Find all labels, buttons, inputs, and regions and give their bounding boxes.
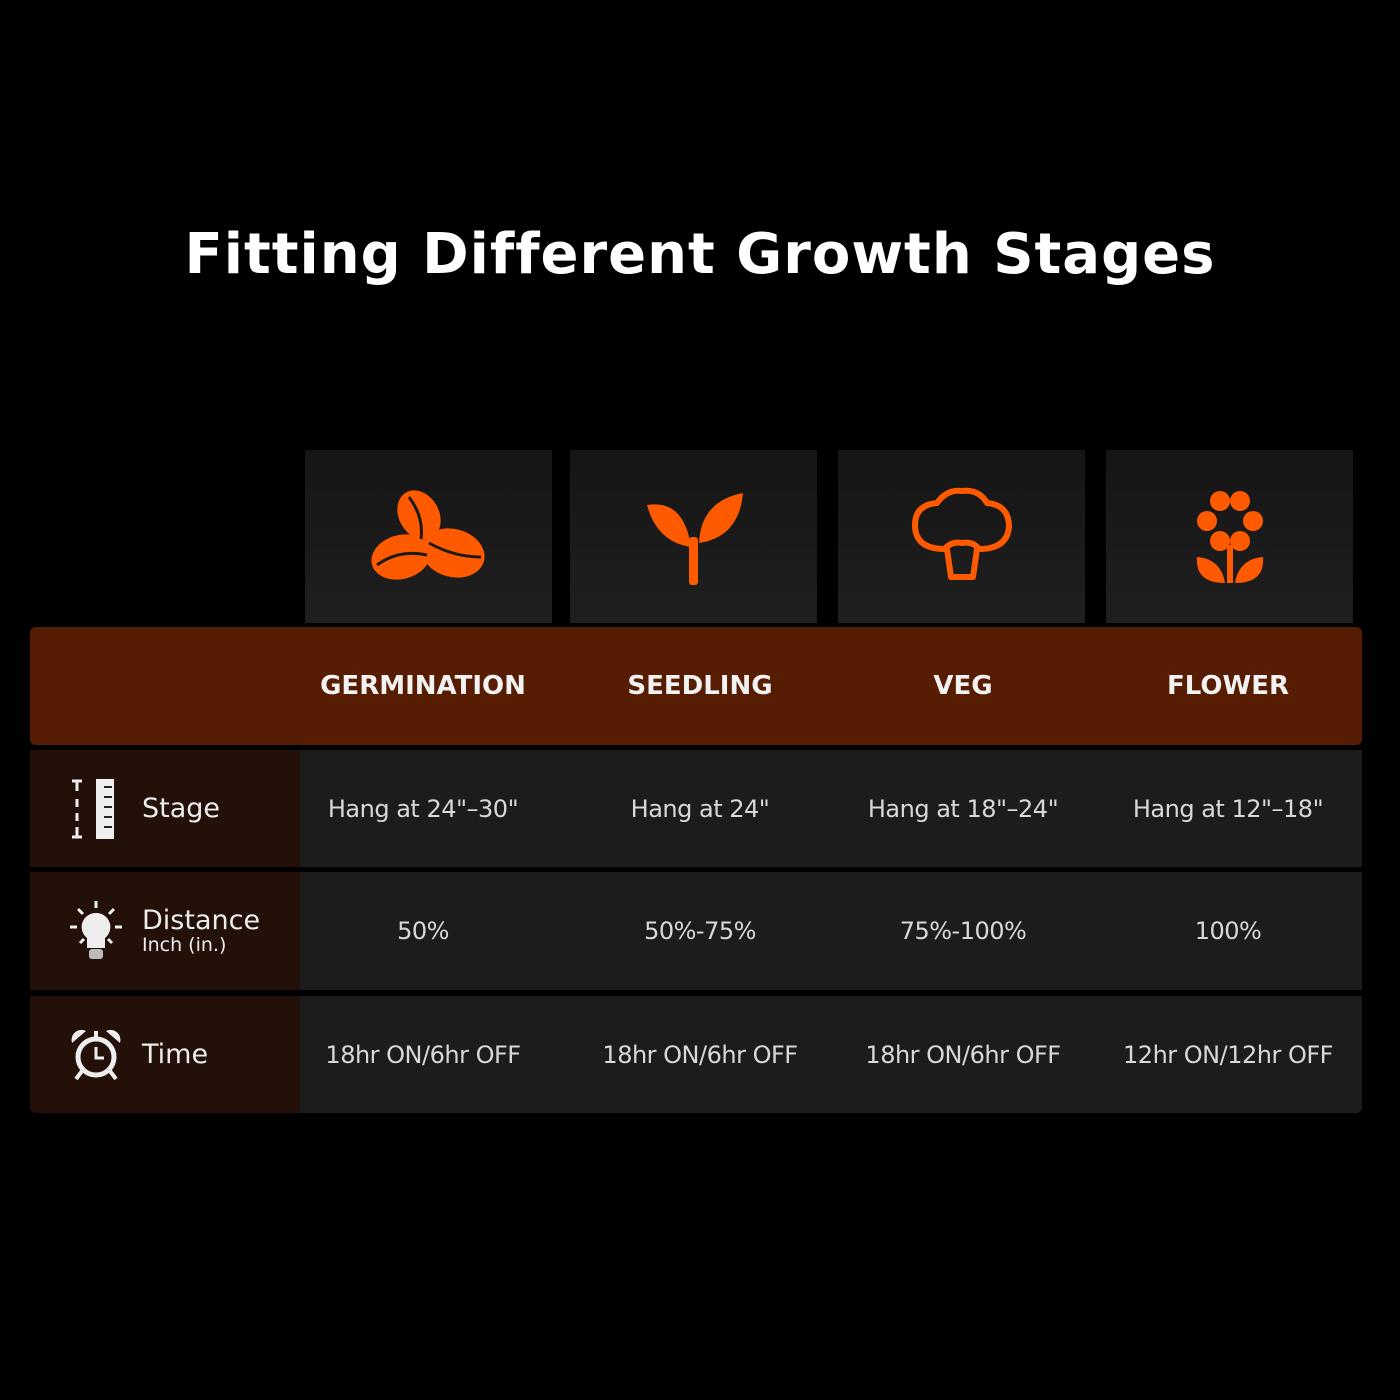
ruler-icon bbox=[72, 778, 114, 839]
cell-value: 50% bbox=[397, 917, 449, 945]
cell-value: 50%-75% bbox=[644, 917, 756, 945]
cell-value: 18hr ON/6hr OFF bbox=[325, 1040, 521, 1069]
stage-flower: FLOWER bbox=[1167, 671, 1289, 701]
row-label-text: Distance bbox=[142, 905, 261, 936]
stage-germination: GERMINATION bbox=[320, 671, 526, 701]
cell-value: Hang at 12"–18" bbox=[1132, 794, 1324, 823]
sprout-icon bbox=[646, 492, 743, 585]
cell-value: Hang at 24"–30" bbox=[327, 794, 519, 823]
cell-value: Hang at 24" bbox=[630, 794, 770, 823]
cell-value: 100% bbox=[1194, 917, 1262, 945]
table-row-distance: Distance Inch (in.) 50% 50%-75% 75%-100% … bbox=[30, 872, 1362, 990]
seedling-icon-box bbox=[570, 450, 817, 623]
page-title: Fitting Different Growth Stages bbox=[184, 222, 1216, 287]
seeds-icon bbox=[370, 489, 485, 580]
cell-value: 18hr ON/6hr OFF bbox=[602, 1040, 798, 1069]
veg-icon-box bbox=[838, 450, 1085, 623]
cell-value: Hang at 18"–24" bbox=[867, 794, 1059, 823]
row-label: Time bbox=[30, 996, 300, 1113]
row-label: Stage bbox=[30, 750, 300, 867]
stage-header-bar: GERMINATION SEEDLING VEG FLOWER bbox=[30, 627, 1362, 745]
cell-value: 75%-100% bbox=[899, 917, 1027, 945]
stage-seedling: SEEDLING bbox=[627, 671, 773, 701]
lightbulb-icon bbox=[70, 901, 122, 959]
flower-icon-box bbox=[1106, 450, 1353, 623]
row-label: Distance Inch (in.) bbox=[30, 872, 300, 990]
stage-veg: VEG bbox=[933, 671, 993, 701]
cell-value: 12hr ON/12hr OFF bbox=[1123, 1040, 1333, 1069]
germination-icon-box bbox=[305, 450, 552, 623]
table-row-time: Time 18hr ON/6hr OFF 18hr ON/6hr OFF 18h… bbox=[30, 996, 1362, 1113]
alarm-clock-icon bbox=[71, 1029, 121, 1080]
flower-icon bbox=[1196, 490, 1263, 583]
tree-icon bbox=[911, 487, 1012, 580]
cell-value: 18hr ON/6hr OFF bbox=[865, 1040, 1061, 1069]
table-row-stage: Stage Hang at 24"–30" Hang at 24" Hang a… bbox=[30, 750, 1362, 867]
row-sublabel: Inch (in.) bbox=[142, 934, 227, 956]
